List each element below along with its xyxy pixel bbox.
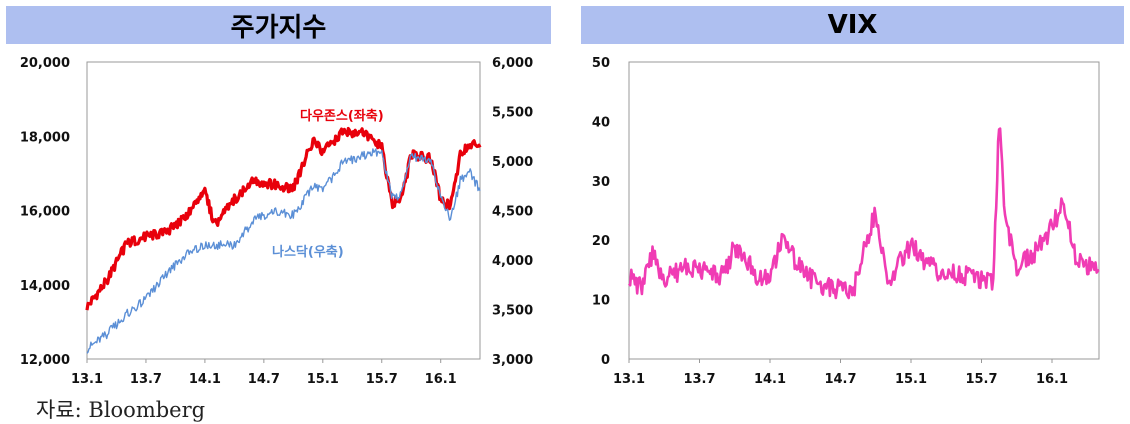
vix-y-tick-label: 20 xyxy=(592,234,610,249)
vix-y-tick-label: 30 xyxy=(592,175,610,190)
x-tick-label: 15.1 xyxy=(307,372,339,387)
left-panel-title: 주가지수 xyxy=(6,6,551,44)
vix-x-tick-label: 13.7 xyxy=(683,372,715,387)
vix-line xyxy=(627,127,1100,300)
x-tick-label: 15.7 xyxy=(366,372,398,387)
left-y-tick-label: 20,000 xyxy=(20,56,70,71)
right-y-tick-label: 5,500 xyxy=(492,106,533,121)
left-y-tick-label: 16,000 xyxy=(20,205,70,220)
right-y-tick-label: 3,000 xyxy=(492,353,533,368)
right-y-tick-label: 4,000 xyxy=(492,254,533,269)
vix-y-tick-label: 10 xyxy=(592,294,610,309)
right-y-tick-label: 3,500 xyxy=(492,304,533,319)
right-y-tick-label: 5,000 xyxy=(492,155,533,170)
right-panel-title: VIX xyxy=(581,6,1124,44)
nasdaq-series-label: 나스닥(우축) xyxy=(272,244,344,260)
vix-plot-area xyxy=(628,61,1100,360)
x-tick-label: 14.7 xyxy=(248,372,280,387)
vix-y-tick-label: 40 xyxy=(592,115,610,130)
right-y-tick-label: 6,000 xyxy=(492,56,533,71)
vix-x-tick-label: 16.1 xyxy=(1036,372,1068,387)
right-y-tick-label: 4,500 xyxy=(492,205,533,220)
vix-x-tick-label: 15.1 xyxy=(895,372,927,387)
x-tick-label: 16.1 xyxy=(425,372,457,387)
x-tick-label: 14.1 xyxy=(189,372,221,387)
vix-y-tick-label: 0 xyxy=(601,353,610,368)
vix-x-tick-label: 13.1 xyxy=(613,372,645,387)
vix-x-tick-label: 14.7 xyxy=(824,372,856,387)
nasdaq-line xyxy=(86,148,481,354)
vix-y-tick-label: 50 xyxy=(592,56,610,71)
stock-index-plot-area xyxy=(86,61,481,360)
left-y-tick-label: 18,000 xyxy=(20,130,70,145)
x-tick-label: 13.1 xyxy=(71,372,103,387)
left-y-tick-label: 14,000 xyxy=(20,279,70,294)
dow-line xyxy=(85,126,482,311)
vix-x-tick-label: 15.7 xyxy=(965,372,997,387)
vix-x-tick-label: 14.1 xyxy=(754,372,786,387)
source-note: 자료: Bloomberg xyxy=(36,398,206,422)
left-y-tick-label: 12,000 xyxy=(20,353,70,368)
dow-series-label: 다우존스(좌축) xyxy=(300,108,384,124)
x-tick-label: 13.7 xyxy=(130,372,162,387)
